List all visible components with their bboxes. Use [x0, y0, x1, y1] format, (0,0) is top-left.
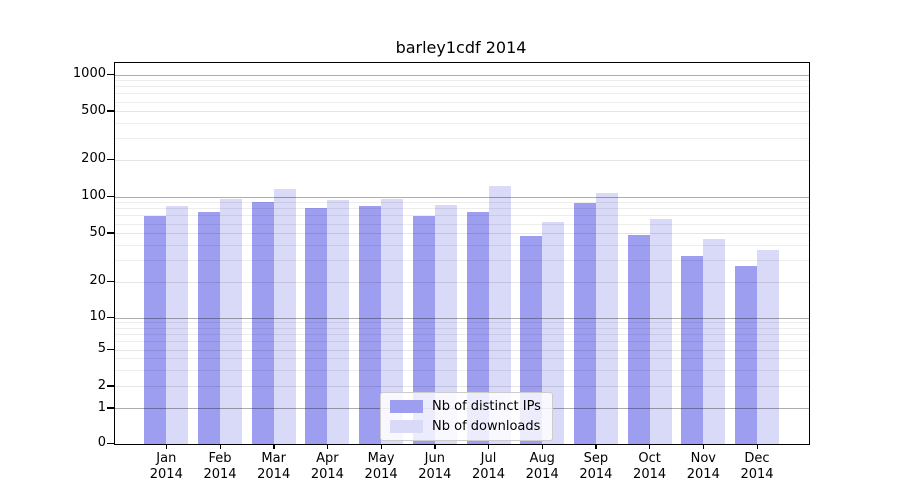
x-tick-label-aug: Aug 2014	[525, 451, 559, 482]
x-tick-label-oct: Oct 2014	[633, 451, 667, 482]
x-tick-mark	[595, 444, 597, 449]
bar-downloads-jul	[488, 186, 511, 444]
y-tick-label-5: 5	[97, 341, 106, 356]
bar-distinct-ips-jan	[144, 215, 167, 444]
x-tick-mark	[702, 444, 705, 449]
y-tick-label-500: 500	[81, 102, 106, 118]
x-tick-label-apr: Apr 2014	[310, 451, 344, 482]
y-tick-label-1000: 1000	[72, 66, 106, 81]
y-tick-label-2: 2	[97, 377, 106, 393]
y-tick-mark	[107, 280, 114, 282]
x-tick-label-mar: Mar 2014	[257, 451, 291, 482]
bar-downloads-apr	[327, 199, 350, 444]
y-tick-mark	[107, 73, 114, 75]
legend-entry-downloads: Nb of downloads	[390, 419, 541, 434]
x-tick-mark	[649, 444, 651, 449]
legend-swatch-distinct-ips	[390, 400, 423, 413]
bar-distinct-ips-may	[359, 206, 382, 444]
y-tick-mark	[107, 158, 114, 161]
x-tick-mark	[541, 444, 544, 449]
bar-downloads-oct	[649, 219, 672, 444]
y-tick-mark	[107, 407, 114, 409]
bar-distinct-ips-jun	[412, 215, 435, 444]
x-tick-mark	[326, 444, 329, 449]
bar-distinct-ips-mar	[251, 201, 274, 444]
y-tick-mark	[107, 110, 114, 112]
y-tick-label-100: 100	[81, 188, 106, 203]
x-tick-mark	[273, 444, 275, 449]
y-tick-mark	[107, 442, 114, 444]
bar-distinct-ips-apr	[305, 207, 328, 444]
legend-swatch-downloads	[390, 420, 423, 433]
x-tick-mark	[219, 444, 221, 449]
legend-label-downloads: Nb of downloads	[432, 419, 541, 434]
y-tick-label-1: 1	[97, 399, 106, 415]
bar-downloads-aug	[542, 222, 565, 444]
y-tick-mark	[107, 348, 114, 350]
bars-layer	[115, 63, 809, 444]
bar-downloads-jan	[166, 205, 189, 444]
x-tick-label-dec: Dec 2014	[740, 451, 774, 482]
x-tick-label-may: May 2014	[364, 451, 398, 482]
bar-distinct-ips-oct	[627, 234, 650, 444]
x-tick-mark	[756, 444, 758, 449]
y-tick-label-0: 0	[97, 435, 106, 450]
y-tick-mark	[107, 385, 114, 387]
y-tick-mark	[107, 232, 114, 234]
y-tick-mark	[107, 195, 114, 197]
legend: Nb of distinct IPs Nb of downloads	[380, 392, 553, 441]
x-tick-mark	[434, 444, 436, 449]
x-tick-mark	[380, 444, 382, 449]
bar-distinct-ips-jul	[466, 211, 489, 444]
bar-downloads-may	[381, 198, 404, 444]
bar-downloads-nov	[703, 239, 726, 444]
y-tick-label-50: 50	[89, 224, 106, 240]
bar-downloads-sep	[595, 192, 618, 444]
x-tick-label-nov: Nov 2014	[686, 451, 720, 482]
y-tick-label-10: 10	[89, 309, 106, 324]
x-tick-label-jun: Jun 2014	[418, 451, 452, 482]
plot-area: Nb of distinct IPs Nb of downloads	[114, 62, 810, 445]
y-tick-mark	[107, 316, 114, 318]
bar-distinct-ips-aug	[520, 235, 543, 444]
x-tick-label-sep: Sep 2014	[579, 451, 613, 482]
x-tick-mark	[165, 444, 168, 449]
legend-label-distinct-ips: Nb of distinct IPs	[432, 399, 541, 414]
bar-distinct-ips-feb	[198, 211, 220, 444]
bar-downloads-feb	[220, 199, 242, 444]
bar-distinct-ips-sep	[573, 202, 596, 444]
x-tick-label-jul: Jul 2014	[471, 451, 506, 482]
x-tick-label-feb: Feb 2014	[203, 451, 237, 482]
bar-distinct-ips-dec	[735, 266, 757, 444]
chart-title: barley1cdf 2014	[395, 38, 527, 57]
x-tick-mark	[488, 444, 490, 449]
y-tick-label-20: 20	[89, 273, 106, 288]
y-tick-label-200: 200	[81, 151, 106, 167]
x-tick-label-jan: Jan 2014	[149, 451, 183, 482]
bar-distinct-ips-nov	[681, 255, 704, 444]
legend-entry-distinct-ips: Nb of distinct IPs	[390, 399, 541, 414]
bar-downloads-dec	[757, 249, 779, 444]
bar-downloads-jun	[434, 204, 457, 444]
bar-downloads-mar	[273, 189, 296, 444]
